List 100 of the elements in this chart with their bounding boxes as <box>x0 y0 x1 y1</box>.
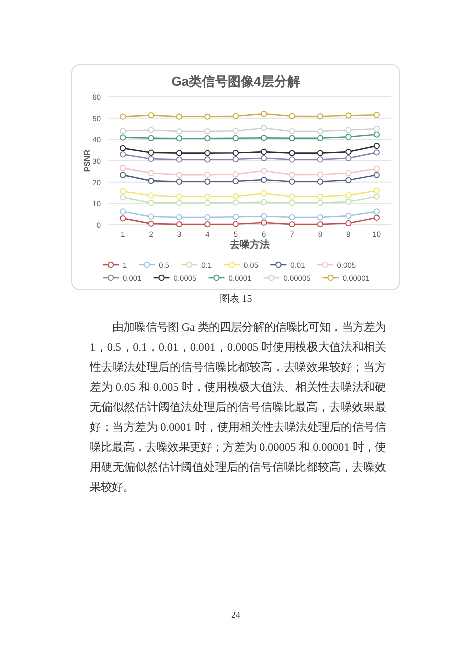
point <box>289 156 296 163</box>
point <box>374 208 380 215</box>
point <box>317 172 324 178</box>
point <box>176 200 183 206</box>
point <box>289 150 296 156</box>
point <box>148 127 154 134</box>
point <box>120 114 126 120</box>
point <box>261 125 268 132</box>
point <box>317 150 324 156</box>
y-axis-title: PSNR <box>83 150 92 172</box>
point <box>232 200 239 206</box>
point <box>148 214 154 220</box>
point <box>261 213 268 220</box>
point <box>261 190 268 197</box>
point <box>289 200 296 206</box>
point <box>374 214 380 222</box>
point <box>232 113 239 120</box>
point <box>346 170 352 176</box>
point <box>204 150 211 156</box>
point <box>317 114 324 120</box>
point <box>261 110 268 118</box>
point <box>120 216 126 222</box>
point <box>120 152 126 158</box>
point <box>176 136 183 142</box>
point <box>176 221 183 228</box>
point <box>120 165 126 172</box>
point <box>317 135 324 142</box>
point <box>176 156 183 163</box>
point <box>346 177 352 184</box>
point <box>204 156 211 163</box>
point <box>261 135 268 142</box>
point <box>148 156 154 162</box>
point <box>232 150 239 156</box>
point <box>148 112 154 119</box>
point <box>204 128 211 135</box>
point <box>148 192 154 199</box>
point <box>374 172 380 178</box>
point <box>232 194 239 200</box>
point <box>176 172 183 178</box>
point <box>289 214 296 221</box>
point <box>289 113 296 120</box>
point <box>346 198 352 206</box>
point <box>289 221 296 228</box>
point <box>176 150 183 156</box>
point <box>317 194 324 200</box>
point <box>176 194 183 200</box>
point <box>261 148 268 156</box>
point <box>120 194 126 201</box>
point <box>289 194 296 200</box>
point <box>232 172 239 178</box>
point <box>374 166 380 172</box>
point <box>289 135 296 142</box>
point <box>317 221 324 228</box>
point <box>120 134 126 141</box>
point <box>317 200 324 206</box>
point <box>346 112 352 119</box>
point <box>346 127 352 134</box>
point <box>176 128 183 135</box>
point <box>346 192 352 199</box>
point <box>148 150 154 156</box>
point <box>261 176 268 184</box>
point <box>232 221 239 228</box>
point <box>261 155 268 162</box>
point <box>232 178 239 185</box>
point <box>148 178 154 184</box>
point <box>374 132 380 138</box>
point <box>232 214 239 220</box>
point <box>204 214 211 221</box>
point <box>289 128 296 135</box>
point <box>374 150 380 156</box>
point <box>261 199 268 206</box>
point <box>120 145 126 152</box>
point <box>374 126 380 132</box>
point <box>120 188 126 195</box>
point <box>120 172 126 178</box>
point <box>120 128 126 134</box>
point <box>232 135 239 142</box>
point <box>204 136 211 142</box>
point <box>317 178 324 186</box>
point <box>289 172 296 178</box>
point <box>204 178 211 186</box>
point <box>317 128 324 135</box>
point <box>148 220 154 228</box>
point <box>317 156 324 163</box>
text: 由加噪信号图 Ga 类的四层分解的信噪比可知，当方差为 1，0.5，0.1，0.01，0.001，0.0005 时使用模极大值法和相关性去噪法处理后的信号信噪比都较高，去噪效果较好；当方差为 0.05 和 0.005 时，使用模极大值法、相关性去噪法和硬无偏似然估计阈值法处理后的信号信噪比最高，去噪效果最好；当方差为 0.0001 时，使用相关性去噪法处理后的信号信噪比最高，去噪效果更好；方差为 0.00005 和 0.00001 时，使用硬无偏似然估计阈值处理后的信号信噪比都较高，去噪效果较好。 <box>90 322 386 494</box>
point <box>289 178 296 186</box>
point <box>176 214 183 221</box>
point <box>346 155 352 162</box>
point <box>204 200 211 206</box>
point <box>232 128 239 134</box>
point <box>261 220 268 226</box>
chart-title: Ga类信号图像4层分解 <box>172 74 300 89</box>
point <box>317 214 324 221</box>
point <box>120 208 126 215</box>
point <box>374 188 380 194</box>
point <box>374 142 380 150</box>
text: 24 <box>232 610 241 620</box>
point <box>261 168 268 174</box>
x-axis-title: 去噪方法 <box>229 239 270 251</box>
text: 图表 15 <box>220 293 252 305</box>
